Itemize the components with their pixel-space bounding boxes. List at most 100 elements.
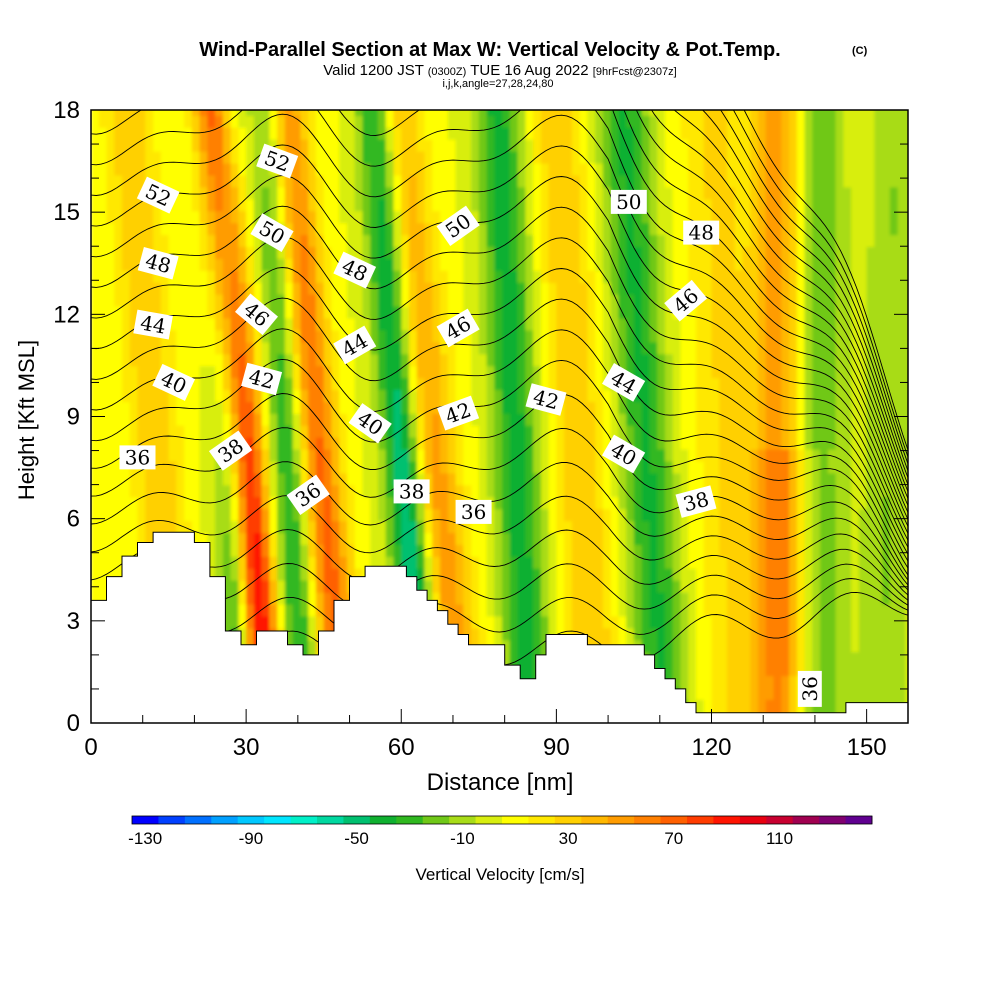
velocity-cell xyxy=(184,520,193,534)
velocity-cell xyxy=(579,282,589,295)
velocity-cell xyxy=(378,282,387,295)
velocity-cell xyxy=(292,580,302,593)
velocity-cell xyxy=(602,210,612,224)
velocity-cell xyxy=(494,270,503,283)
velocity-cell xyxy=(447,365,457,379)
velocity-cell xyxy=(284,377,294,390)
velocity-cell xyxy=(672,198,682,212)
velocity-cell xyxy=(385,544,395,557)
velocity-cell xyxy=(517,556,527,569)
velocity-cell xyxy=(548,591,558,605)
velocity-cell xyxy=(657,258,666,271)
velocity-cell xyxy=(261,436,271,450)
velocity-cell xyxy=(680,651,690,665)
velocity-cell xyxy=(533,115,542,128)
velocity-cell xyxy=(789,150,798,164)
velocity-cell xyxy=(401,222,410,236)
velocity-cell xyxy=(300,162,309,176)
velocity-cell xyxy=(548,258,558,271)
velocity-cell xyxy=(734,651,744,665)
velocity-cell xyxy=(129,293,139,307)
velocity-cell xyxy=(478,460,488,474)
velocity-cell xyxy=(633,436,643,450)
velocity-cell xyxy=(540,377,550,390)
velocity-cell xyxy=(168,520,178,534)
velocity-cell xyxy=(153,484,162,498)
velocity-cell xyxy=(168,341,178,355)
velocity-cell xyxy=(253,186,263,200)
velocity-cell xyxy=(277,198,286,212)
velocity-cell xyxy=(215,186,224,200)
velocity-cell xyxy=(680,413,690,426)
velocity-cell xyxy=(812,591,821,605)
velocity-cell xyxy=(626,425,635,438)
velocity-cell xyxy=(347,198,356,212)
velocity-cell xyxy=(517,472,527,486)
velocity-cell xyxy=(114,472,123,486)
velocity-cell xyxy=(773,246,783,259)
velocity-cell xyxy=(447,138,457,152)
velocity-cell xyxy=(517,222,527,236)
velocity-cell xyxy=(796,472,806,486)
velocity-cell xyxy=(595,580,604,593)
velocity-cell xyxy=(525,305,534,319)
velocity-cell xyxy=(447,508,457,522)
velocity-cell xyxy=(727,186,736,200)
velocity-cell xyxy=(657,568,666,581)
velocity-cell xyxy=(122,484,131,498)
velocity-cell xyxy=(114,508,123,522)
velocity-cell xyxy=(486,401,496,414)
velocity-cell xyxy=(804,270,814,283)
velocity-cell xyxy=(447,460,457,474)
velocity-cell xyxy=(556,627,565,641)
velocity-cell xyxy=(610,210,620,224)
velocity-cell xyxy=(494,317,503,331)
velocity-cell xyxy=(122,138,131,152)
velocity-cell xyxy=(292,436,302,450)
velocity-cell xyxy=(556,615,565,629)
velocity-cell xyxy=(339,436,348,450)
velocity-cell xyxy=(796,127,806,140)
velocity-cell xyxy=(323,389,333,402)
velocity-cell xyxy=(680,270,690,283)
velocity-cell xyxy=(618,110,627,116)
velocity-cell xyxy=(494,293,503,307)
velocity-cell xyxy=(502,425,511,438)
velocity-cell xyxy=(773,270,783,283)
velocity-cell xyxy=(665,329,674,343)
velocity-cell xyxy=(354,377,364,390)
velocity-cell xyxy=(548,556,558,569)
velocity-cell xyxy=(114,544,123,557)
velocity-cell xyxy=(160,341,170,355)
velocity-cell xyxy=(502,436,511,450)
velocity-cell xyxy=(571,317,581,331)
velocity-cell xyxy=(253,460,263,474)
velocity-cell xyxy=(168,425,178,438)
velocity-cell xyxy=(137,293,147,307)
velocity-cell xyxy=(556,448,565,462)
velocity-cell xyxy=(153,115,162,128)
velocity-cell xyxy=(750,580,759,593)
velocity-cell xyxy=(238,246,247,259)
velocity-cell xyxy=(649,544,659,557)
velocity-cell xyxy=(734,460,744,474)
velocity-cell xyxy=(548,425,558,438)
velocity-cell xyxy=(571,544,581,557)
velocity-cell xyxy=(618,329,627,343)
velocity-cell xyxy=(742,258,752,271)
velocity-cell xyxy=(564,150,573,164)
velocity-cell xyxy=(696,127,705,140)
velocity-cell xyxy=(106,520,116,534)
velocity-cell xyxy=(339,484,348,498)
velocity-cell xyxy=(331,377,340,390)
velocity-cell xyxy=(440,341,449,355)
velocity-cell xyxy=(354,317,364,331)
velocity-cell xyxy=(199,127,209,140)
velocity-cell xyxy=(284,425,294,438)
velocity-cell xyxy=(494,556,503,569)
velocity-cell xyxy=(571,580,581,593)
velocity-cell xyxy=(525,293,534,307)
velocity-cell xyxy=(564,127,573,140)
velocity-cell xyxy=(98,258,108,271)
velocity-cell xyxy=(308,186,317,200)
